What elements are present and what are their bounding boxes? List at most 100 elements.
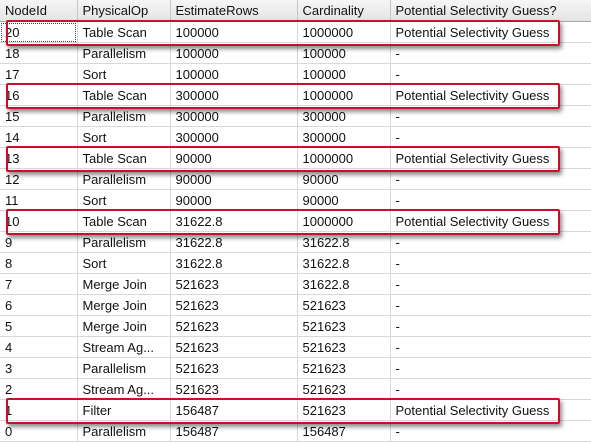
cell-physicalop[interactable]: Table Scan — [77, 210, 171, 232]
cell-selectivity-guess[interactable]: Potential Selectivity Guess — [390, 84, 591, 106]
cell-cardinality[interactable]: 1000000 — [297, 147, 391, 169]
cell-cardinality[interactable]: 521623 — [297, 378, 391, 400]
cell-physicalop[interactable]: Parallelism — [77, 231, 171, 253]
cell-selectivity-guess[interactable]: - — [390, 315, 591, 337]
cell-nodeid[interactable]: 16 — [0, 84, 78, 106]
table-row[interactable]: 9 Parallelism 31622.8 31622.8- — [0, 231, 591, 253]
cell-physicalop[interactable]: Sort — [77, 126, 171, 148]
cell-estimaterows[interactable]: 300000 — [170, 84, 298, 106]
cell-selectivity-guess[interactable]: - — [390, 357, 591, 379]
cell-physicalop[interactable]: Merge Join — [77, 294, 171, 316]
cell-selectivity-guess[interactable]: - — [390, 231, 591, 253]
cell-physicalop[interactable]: Filter — [77, 399, 171, 421]
cell-physicalop[interactable]: Merge Join — [77, 273, 171, 295]
cell-nodeid[interactable]: 12 — [0, 168, 78, 190]
table-row[interactable]: 14 Sort 300000 300000- — [0, 126, 591, 148]
column-header-physicalop[interactable]: PhysicalOp — [77, 0, 171, 22]
cell-estimaterows[interactable]: 521623 — [170, 378, 298, 400]
cell-cardinality[interactable]: 1000000 — [297, 84, 391, 106]
cell-estimaterows[interactable]: 31622.8 — [170, 231, 298, 253]
cell-cardinality[interactable]: 521623 — [297, 357, 391, 379]
cell-nodeid[interactable]: 9 — [0, 231, 78, 253]
cell-physicalop[interactable]: Table Scan — [77, 147, 171, 169]
cell-physicalop[interactable]: Parallelism — [77, 357, 171, 379]
cell-cardinality[interactable]: 1000000 — [297, 21, 391, 43]
cell-nodeid[interactable]: 14 — [0, 126, 78, 148]
cell-estimaterows[interactable]: 521623 — [170, 315, 298, 337]
cell-nodeid[interactable]: 7 — [0, 273, 78, 295]
cell-estimaterows[interactable]: 156487 — [170, 420, 298, 442]
cell-nodeid[interactable]: 17 — [0, 63, 78, 85]
table-row[interactable]: 2 Stream Ag... 521623 521623- — [0, 378, 591, 400]
cell-nodeid[interactable]: 20 — [0, 21, 78, 43]
cell-selectivity-guess[interactable]: - — [390, 105, 591, 127]
cell-nodeid[interactable]: 13 — [0, 147, 78, 169]
table-row[interactable]: 7 Merge Join 521623 31622.8- — [0, 273, 591, 295]
cell-estimaterows[interactable]: 100000 — [170, 21, 298, 43]
table-row[interactable]: 13 Table Scan 90000 1000000 Potential Select… — [0, 147, 591, 169]
cell-selectivity-guess[interactable]: - — [390, 126, 591, 148]
table-row[interactable]: 4 Stream Ag... 521623 521623- — [0, 336, 591, 358]
cell-nodeid[interactable]: 10 — [0, 210, 78, 232]
table-row[interactable]: 20 Table Scan 100000 1000000 Potential Selec… — [0, 21, 591, 43]
cell-selectivity-guess[interactable]: Potential Selectivity Guess — [390, 147, 591, 169]
cell-cardinality[interactable]: 300000 — [297, 105, 391, 127]
cell-estimaterows[interactable]: 90000 — [170, 168, 298, 190]
cell-estimaterows[interactable]: 100000 — [170, 42, 298, 64]
cell-selectivity-guess[interactable]: Potential Selectivity Guess — [390, 21, 591, 43]
cell-estimaterows[interactable]: 100000 — [170, 63, 298, 85]
cell-physicalop[interactable]: Sort — [77, 252, 171, 274]
cell-cardinality[interactable]: 90000 — [297, 189, 391, 211]
cell-estimaterows[interactable]: 300000 — [170, 126, 298, 148]
table-row[interactable]: 1 Filter 156487 521623 Potential Selectivity… — [0, 399, 591, 421]
table-row[interactable]: 8 Sort 31622.8 31622.8- — [0, 252, 591, 274]
cell-nodeid[interactable]: 6 — [0, 294, 78, 316]
cell-selectivity-guess[interactable]: - — [390, 252, 591, 274]
table-row[interactable]: 0 Parallelism 156487 156487- — [0, 420, 591, 442]
cell-selectivity-guess[interactable]: - — [390, 378, 591, 400]
cell-selectivity-guess[interactable]: - — [390, 63, 591, 85]
cell-physicalop[interactable]: Parallelism — [77, 42, 171, 64]
cell-cardinality[interactable]: 300000 — [297, 126, 391, 148]
cell-physicalop[interactable]: Sort — [77, 63, 171, 85]
cell-estimaterows[interactable]: 521623 — [170, 357, 298, 379]
column-header-nodeid[interactable]: NodeId — [0, 0, 78, 22]
cell-cardinality[interactable]: 521623 — [297, 336, 391, 358]
cell-cardinality[interactable]: 100000 — [297, 42, 391, 64]
cell-selectivity-guess[interactable]: - — [390, 168, 591, 190]
cell-selectivity-guess[interactable]: - — [390, 189, 591, 211]
cell-physicalop[interactable]: Parallelism — [77, 168, 171, 190]
column-header-estimaterows[interactable]: EstimateRows — [170, 0, 298, 22]
table-row[interactable]: 16 Table Scan 300000 1000000 Potential Selec… — [0, 84, 591, 106]
cell-selectivity-guess[interactable]: - — [390, 42, 591, 64]
cell-nodeid[interactable]: 2 — [0, 378, 78, 400]
cell-physicalop[interactable]: Stream Ag... — [77, 378, 171, 400]
table-row[interactable]: 12 Parallelism 90000 90000- — [0, 168, 591, 190]
cell-cardinality[interactable]: 90000 — [297, 168, 391, 190]
cell-estimaterows[interactable]: 31622.8 — [170, 210, 298, 232]
cell-physicalop[interactable]: Parallelism — [77, 105, 171, 127]
cell-physicalop[interactable]: Table Scan — [77, 84, 171, 106]
cell-physicalop[interactable]: Parallelism — [77, 420, 171, 442]
cell-physicalop[interactable]: Sort — [77, 189, 171, 211]
cell-nodeid[interactable]: 15 — [0, 105, 78, 127]
cell-cardinality[interactable]: 521623 — [297, 294, 391, 316]
cell-estimaterows[interactable]: 521623 — [170, 273, 298, 295]
table-row[interactable]: 10 Table Scan 31622.8 1000000 Potential Sele… — [0, 210, 591, 232]
table-row[interactable]: 11 Sort 90000 90000- — [0, 189, 591, 211]
table-row[interactable]: 3 Parallelism 521623 521623- — [0, 357, 591, 379]
cell-cardinality[interactable]: 156487 — [297, 420, 391, 442]
cell-selectivity-guess[interactable]: - — [390, 273, 591, 295]
cell-cardinality[interactable]: 100000 — [297, 63, 391, 85]
cell-cardinality[interactable]: 521623 — [297, 315, 391, 337]
table-row[interactable]: 17 Sort 100000 100000- — [0, 63, 591, 85]
cell-selectivity-guess[interactable]: - — [390, 420, 591, 442]
cell-selectivity-guess[interactable]: Potential Selectivity Guess — [390, 399, 591, 421]
column-header-cardinality[interactable]: Cardinality — [297, 0, 391, 22]
cell-cardinality[interactable]: 31622.8 — [297, 231, 391, 253]
cell-estimaterows[interactable]: 156487 — [170, 399, 298, 421]
cell-estimaterows[interactable]: 90000 — [170, 147, 298, 169]
cell-physicalop[interactable]: Stream Ag... — [77, 336, 171, 358]
table-row[interactable]: 18 Parallelism 100000 100000- — [0, 42, 591, 64]
table-row[interactable]: 6 Merge Join 521623 521623- — [0, 294, 591, 316]
